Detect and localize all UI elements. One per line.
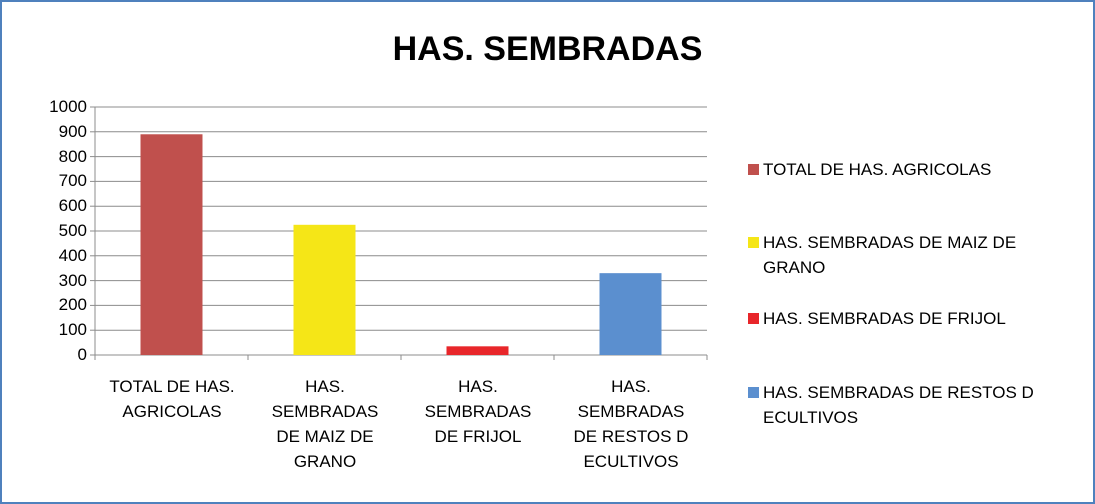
y-tick-label: 800	[58, 146, 87, 166]
bar	[293, 224, 356, 355]
y-tick-label: 700	[58, 171, 87, 191]
x-tick-label: TOTAL DE HAS. AGRICOLAS	[109, 377, 235, 421]
legend-label: HAS. SEMBRADAS DE RESTOS D ECULTIVOS	[763, 383, 1034, 427]
legend-label: HAS. SEMBRADAS DE FRIJOL	[763, 309, 1006, 328]
legend-swatch	[748, 313, 759, 324]
legend-swatch	[748, 387, 759, 398]
chart-title: HAS. SEMBRADAS	[392, 30, 703, 68]
y-tick-label: 200	[58, 295, 87, 315]
legend-swatch	[748, 237, 759, 248]
legend-item: HAS. SEMBRADAS DE FRIJOL	[748, 306, 1078, 331]
legend-label: TOTAL DE HAS. AGRICOLAS	[763, 160, 992, 179]
y-tick-label: 1000	[49, 97, 87, 116]
bar	[599, 273, 662, 355]
y-tick-label: 100	[58, 320, 87, 340]
y-tick-label: 900	[58, 121, 87, 141]
y-tick-label: 600	[58, 196, 87, 216]
y-tick-label: 300	[58, 270, 87, 290]
legend-swatch	[748, 164, 759, 175]
y-tick-label: 0	[77, 345, 87, 364]
y-tick-label: 400	[58, 245, 87, 265]
bar	[140, 134, 203, 355]
x-tick-label: HAS. SEMBRADAS DE FRIJOL	[424, 377, 532, 446]
legend-item: HAS. SEMBRADAS DE MAIZ DE GRANO	[748, 230, 1078, 280]
x-tick-label: HAS. SEMBRADAS DE RESTOS D ECULTIVOS	[573, 377, 689, 471]
legend-item: HAS. SEMBRADAS DE RESTOS D ECULTIVOS	[748, 380, 1078, 430]
x-tick-label: HAS. SEMBRADAS DE MAIZ DE GRANO	[271, 377, 379, 471]
legend-item: TOTAL DE HAS. AGRICOLAS	[748, 157, 1078, 182]
legend-label: HAS. SEMBRADAS DE MAIZ DE GRANO	[763, 233, 1017, 277]
y-tick-label: 500	[58, 221, 87, 240]
bar	[446, 346, 509, 355]
